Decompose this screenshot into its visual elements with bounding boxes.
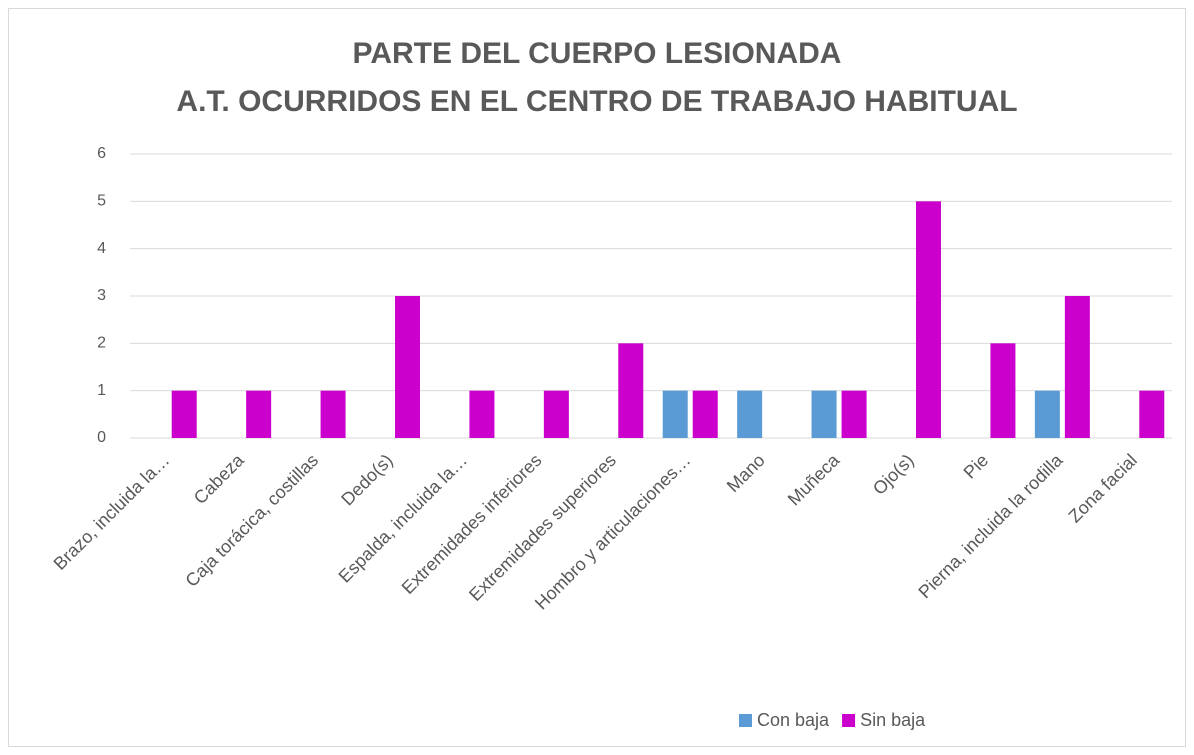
chart-title: A.T. OCURRIDOS EN EL CENTRO DE TRABAJO H… [176, 85, 1017, 118]
y-tick-label: 4 [97, 240, 106, 257]
bar [469, 390, 495, 438]
y-tick-label: 6 [97, 145, 106, 162]
bar [990, 343, 1016, 438]
bar [737, 390, 763, 438]
bar [811, 390, 837, 438]
y-tick-label: 3 [97, 287, 106, 304]
legend-swatch [842, 714, 856, 727]
legend-label: Sin baja [860, 710, 926, 730]
bar [395, 296, 420, 438]
y-tick-label: 1 [97, 382, 106, 399]
bar [171, 390, 197, 438]
y-tick-label: 2 [97, 335, 106, 352]
bar [1064, 296, 1090, 438]
chart-title: PARTE DEL CUERPO LESIONADA [353, 37, 842, 70]
y-tick-label: 5 [97, 193, 106, 210]
legend-swatch [739, 714, 752, 727]
bar [1139, 390, 1165, 438]
bar [246, 390, 272, 438]
bar [916, 201, 941, 438]
y-tick-label: 0 [97, 429, 106, 446]
bar [841, 390, 867, 438]
chart-frame [8, 8, 1186, 747]
bar [543, 390, 569, 438]
bar [1034, 390, 1060, 438]
bar [618, 343, 644, 438]
bar [692, 390, 718, 438]
legend-label: Con baja [757, 710, 830, 730]
bar [662, 390, 688, 438]
bar [320, 390, 346, 438]
